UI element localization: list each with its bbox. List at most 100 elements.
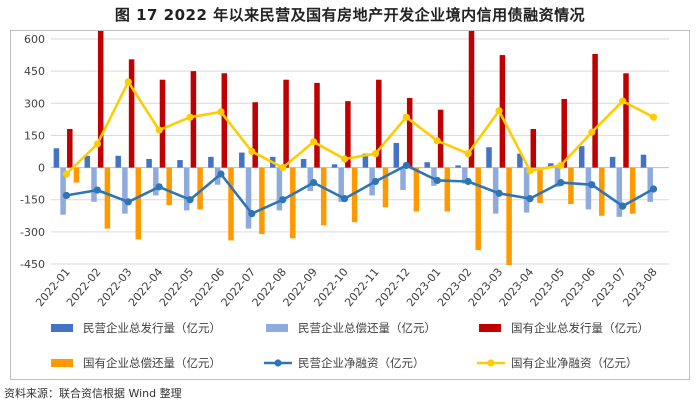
bar [307,167,314,192]
bar [468,31,475,168]
legend-marker [274,359,282,367]
line-point [371,150,380,158]
line-point [279,196,287,204]
y-tick-label: 150 [24,129,45,142]
bar [462,167,468,184]
bar [537,167,543,203]
bar [84,155,91,168]
bar [245,167,252,229]
series-line [65,80,655,175]
bar [492,167,499,214]
bar [146,159,152,168]
bar [437,109,444,168]
line-point [155,183,163,191]
bar [400,167,406,191]
bar [91,167,97,202]
bar [629,167,636,214]
line-point [340,155,349,163]
line-point [62,170,71,178]
bar [406,97,413,168]
series-line [66,164,655,215]
bar [444,167,451,212]
bar [486,147,492,168]
line-point [588,181,596,189]
bar [393,142,400,168]
line-point [557,178,565,187]
bar [331,164,338,168]
bar [351,167,358,223]
bar [578,146,585,168]
bar [208,156,214,168]
source-note: 资料来源：联合资信根据 Wind 整理 [4,387,182,400]
bar [362,153,369,168]
bar [592,54,598,168]
bar [413,167,420,212]
bar [159,79,166,168]
bar [554,167,561,187]
bar [345,101,351,168]
bar [517,153,523,168]
line-point [464,150,472,158]
line-point [186,196,194,204]
legend-label: 国有企业净融资（亿元） [511,356,638,370]
line-point [495,107,503,115]
line-point [62,191,71,200]
bar [259,167,265,234]
bar [67,129,73,168]
bar [122,167,128,214]
line-point [217,108,225,116]
bar [376,79,382,168]
bar [568,167,574,204]
bar-line-chart: -450-300-15001503004506002022-012022-022… [20,31,669,370]
line-point [495,189,503,197]
legend-swatch [51,359,73,367]
bar [506,167,512,266]
bar [300,159,307,168]
figure-title: 图 17 2022 年以来民营及国有房地产开发企业境内信用债融资情况 [114,6,586,24]
line-point [526,167,534,175]
line-point [279,163,287,172]
bar [283,79,289,168]
line-point [619,202,627,210]
bar [640,154,647,168]
bar [221,73,228,168]
bar [424,162,430,168]
legend-swatch [266,324,288,332]
y-tick-label: 450 [24,65,45,78]
line-point [124,78,132,86]
bar [239,152,245,168]
line-point [340,195,349,203]
line-point [186,113,194,121]
line-point [371,177,380,186]
line-point [248,210,256,218]
y-tick-label: -450 [20,258,45,271]
line-point [557,161,565,170]
line-point [310,138,318,146]
legend-label: 民营企业总发行量（亿元） [83,321,221,335]
bar [561,99,567,168]
bar [166,167,172,206]
bar [153,167,159,196]
bar [623,73,629,168]
bar [97,31,104,168]
line-point [124,198,132,206]
bar [320,167,327,226]
bar [616,167,623,217]
bar [431,167,437,186]
bar [475,167,481,251]
line-point [526,195,534,203]
legend-label: 国有企业总偿还量（亿元） [83,356,221,370]
bar [252,102,258,168]
bar [197,167,203,210]
legend-swatch [51,324,73,332]
legend-label: 民营企业总偿还量（亿元） [298,321,436,335]
y-tick-label: -300 [20,226,45,239]
y-tick-label: -150 [20,194,45,207]
line-point [433,176,441,185]
chart-frame: -450 -300 -150 0 150 300 450 600 2022-01 2022-02 2… [10,30,690,380]
bar [104,167,111,229]
bar [128,59,135,168]
bar [290,167,296,239]
bar [177,160,183,168]
line-point [464,177,472,186]
